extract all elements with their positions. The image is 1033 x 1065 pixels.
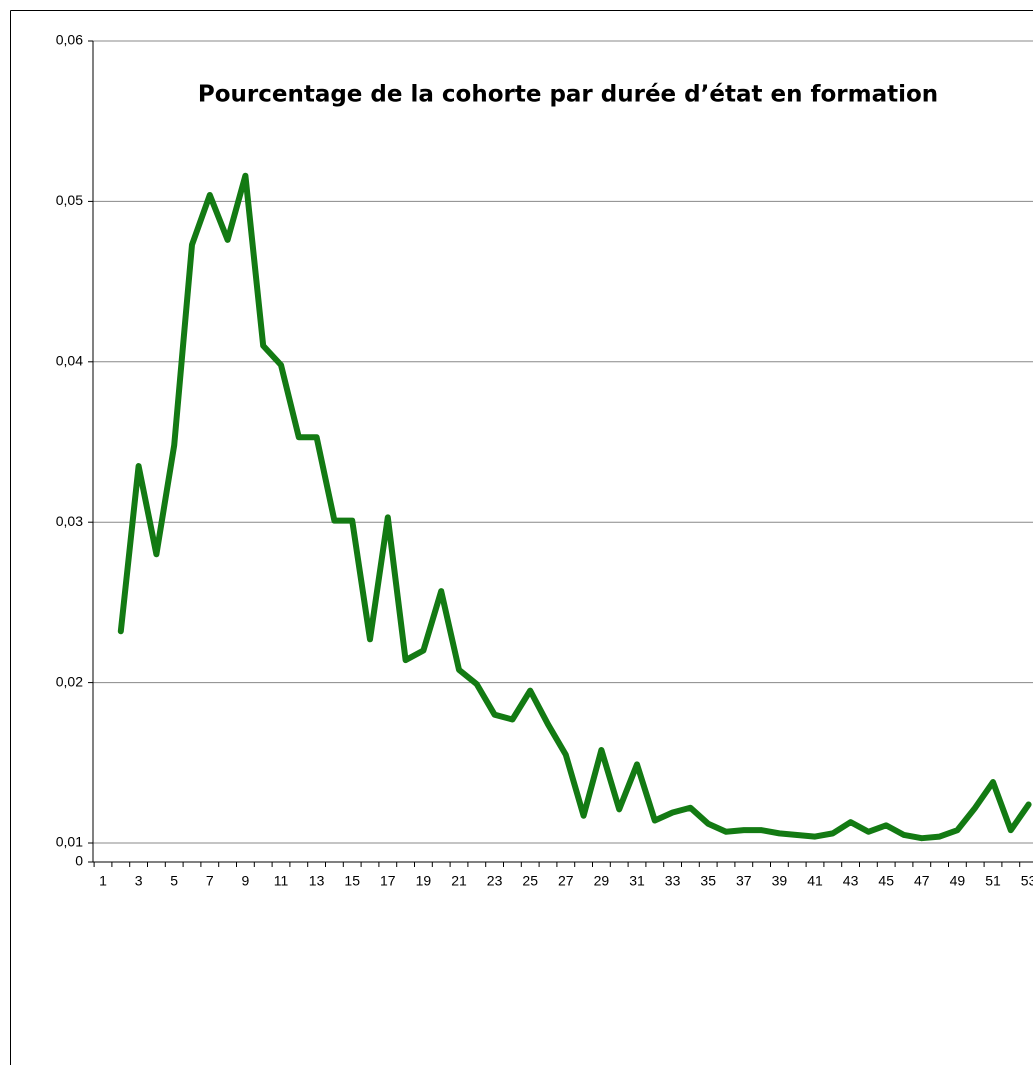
x-tick-label: 27 [558, 873, 574, 889]
x-tick-label: 33 [665, 873, 681, 889]
x-tick-label: 3 [135, 873, 143, 889]
x-tick-label: 21 [451, 873, 467, 889]
x-tick-label: 9 [242, 873, 250, 889]
x-tick-label: 11 [274, 873, 289, 889]
x-tick-label: 1 [99, 873, 107, 889]
x-tick-label: 7 [206, 873, 214, 889]
x-tick-label: 25 [522, 873, 538, 889]
x-tick-label: 29 [594, 873, 610, 889]
x-tick-label: 53 [1021, 873, 1033, 889]
x-tick-label: 49 [950, 873, 966, 889]
x-tick-label: 15 [344, 873, 360, 889]
chart-title: Pourcentage de la cohorte par durée d’ét… [198, 82, 938, 108]
x-tick-label: 43 [843, 873, 859, 889]
x-tick-label: 19 [416, 873, 432, 889]
y-tick-label: 0,05 [56, 192, 83, 208]
x-tick-label: 47 [914, 873, 930, 889]
x-tick-label: 31 [629, 873, 645, 889]
x-tick-label: 35 [700, 873, 716, 889]
y-tick-label: 0,03 [56, 513, 83, 529]
data-line [117, 172, 1032, 842]
y-tick-label: 0 [75, 853, 83, 869]
y-tick-label: 0,01 [56, 834, 83, 850]
x-tick-label: 37 [736, 873, 752, 889]
x-tick-label: 5 [170, 873, 178, 889]
x-tick-label: 51 [985, 873, 1001, 889]
x-tick-label: 13 [309, 873, 325, 889]
y-tick-label: 0,06 [56, 32, 83, 48]
x-tick-label: 41 [807, 873, 823, 889]
x-tick-label: 45 [878, 873, 894, 889]
x-tick-label: 17 [380, 873, 396, 889]
x-tick-label: 23 [487, 873, 503, 889]
y-tick-label: 0,04 [56, 353, 83, 369]
x-tick-label: 39 [772, 873, 788, 889]
y-tick-label: 0,02 [56, 673, 83, 689]
